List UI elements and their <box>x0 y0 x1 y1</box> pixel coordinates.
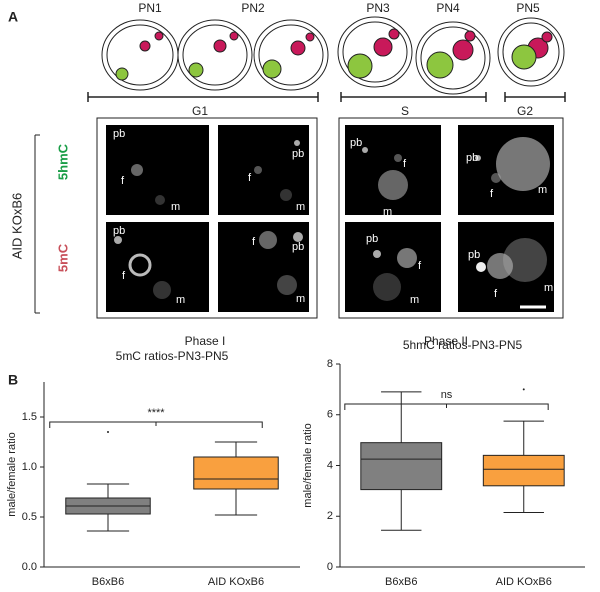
y-tick-label: 1.5 <box>22 411 37 423</box>
phase-label: Phase I <box>185 334 226 348</box>
micrograph-label: f <box>248 172 252 184</box>
row-label: 5hmC <box>55 143 70 180</box>
stage-label: PN4 <box>436 1 460 15</box>
panel-label: A <box>8 9 18 25</box>
y-axis-label: male/female ratio <box>302 423 314 507</box>
y-tick-label: 1.0 <box>22 461 37 473</box>
micrograph-label: m <box>296 293 305 305</box>
outlier <box>107 431 109 433</box>
significance-label: ns <box>441 389 453 401</box>
stage-label: PN2 <box>241 1 265 15</box>
micrograph-label: f <box>403 158 407 170</box>
y-tick-label: 6 <box>327 409 333 421</box>
micrograph-label: f <box>490 188 494 200</box>
micrograph-label: m <box>296 201 305 213</box>
micrograph-label: f <box>252 236 256 248</box>
phase-frames <box>96 117 564 319</box>
y-tick-label: 4 <box>327 459 333 471</box>
micrograph-label: f <box>494 288 498 300</box>
micrograph-label: pb <box>350 137 362 149</box>
micrograph-label: m <box>383 206 392 218</box>
y-axis-label: male/female ratio <box>6 432 18 516</box>
chart-title: 5hmC ratios-PN3-PN5 <box>403 338 523 352</box>
strain-label: AID KOxB6 <box>9 193 24 259</box>
stage-label: PN5 <box>516 1 540 15</box>
micrograph-label: pb <box>113 225 125 237</box>
strain-bracket <box>34 134 40 314</box>
box <box>360 442 443 491</box>
y-tick-label: 0.5 <box>22 511 37 523</box>
significance-label: **** <box>147 407 165 419</box>
micrograph-label: pb <box>466 152 478 164</box>
stage-label: PN1 <box>138 1 162 15</box>
zygote-diagrams <box>101 16 565 95</box>
cycle-brackets <box>87 92 566 102</box>
outlier <box>522 388 525 391</box>
x-tick-label: AID KOxB6 <box>496 576 552 588</box>
micrograph-label: m <box>544 282 553 294</box>
micrograph-label: m <box>171 201 180 213</box>
y-tick-label: 0.0 <box>22 561 37 573</box>
box <box>193 456 279 490</box>
micrograph-label: f <box>122 270 126 282</box>
micrographs <box>106 125 554 312</box>
stage-label: PN3 <box>366 1 390 15</box>
micrograph-label: m <box>176 294 185 306</box>
x-tick-label: AID KOxB6 <box>208 576 264 588</box>
chart-title: 5mC ratios-PN3-PN5 <box>116 349 229 363</box>
panel-label: B <box>8 372 18 388</box>
micrograph-label: pb <box>292 241 304 253</box>
box <box>482 454 565 487</box>
micrograph-label: pb <box>468 249 480 261</box>
cycle-label: S <box>401 104 409 118</box>
row-label: 5mC <box>55 243 70 272</box>
micrograph-label: m <box>410 294 419 306</box>
micrograph-label: f <box>418 260 422 272</box>
micrograph-label: f <box>121 175 125 187</box>
x-tick-label: B6xB6 <box>385 576 417 588</box>
charts: 5mC ratios-PN3-PN5 male/female ratio 0.0 0.… <box>6 338 585 588</box>
pronuclei <box>115 28 553 81</box>
cycle-label: G2 <box>517 104 533 118</box>
micrograph-label: pb <box>292 148 304 160</box>
y-tick-label: 0 <box>327 561 333 573</box>
x-tick-label: B6xB6 <box>92 576 124 588</box>
micrograph-label: pb <box>113 128 125 140</box>
phase-label: Phase II <box>424 334 468 348</box>
y-tick-label: 2 <box>327 510 333 522</box>
micrograph-label: m <box>538 184 547 196</box>
nuclei <box>114 137 550 301</box>
cycle-label: G1 <box>192 104 208 118</box>
y-tick-label: 8 <box>327 358 333 370</box>
micrograph-label: pb <box>366 233 378 245</box>
